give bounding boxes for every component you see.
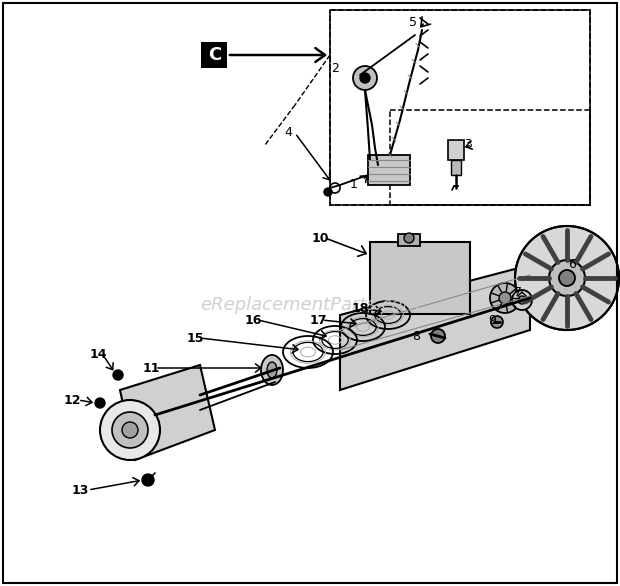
Circle shape	[490, 283, 520, 313]
Circle shape	[353, 66, 377, 90]
Bar	[330, 10, 590, 205]
Circle shape	[499, 292, 511, 304]
Circle shape	[549, 260, 585, 296]
Bar	[448, 140, 464, 160]
Text: 3: 3	[464, 138, 472, 152]
Text: 13: 13	[71, 483, 89, 496]
Polygon shape	[340, 265, 530, 390]
Bar	[368, 155, 410, 185]
Text: 8: 8	[412, 331, 420, 343]
Text: 6: 6	[568, 258, 576, 271]
Text: 12: 12	[63, 394, 81, 407]
Circle shape	[512, 290, 532, 310]
Circle shape	[95, 398, 105, 408]
Bar	[451, 160, 461, 175]
Text: 9: 9	[488, 314, 496, 326]
Bar	[370, 242, 470, 314]
Bar	[330, 10, 590, 205]
Circle shape	[515, 226, 619, 330]
Text: 1: 1	[350, 179, 358, 192]
Circle shape	[324, 188, 332, 196]
Circle shape	[491, 316, 503, 328]
Text: 14: 14	[89, 347, 107, 360]
Circle shape	[518, 296, 526, 304]
Text: 11: 11	[142, 362, 160, 374]
Circle shape	[559, 270, 575, 286]
Text: 17: 17	[309, 314, 327, 326]
Bar	[390, 110, 590, 205]
Text: 4: 4	[284, 127, 292, 139]
Circle shape	[142, 474, 154, 486]
Text: 15: 15	[186, 332, 204, 345]
Text: 2: 2	[331, 62, 339, 74]
Bar	[201, 42, 227, 68]
Text: 18: 18	[352, 302, 369, 315]
Circle shape	[431, 329, 445, 343]
Text: 7: 7	[514, 287, 522, 299]
Circle shape	[113, 370, 123, 380]
Circle shape	[112, 412, 148, 448]
Bar	[398, 234, 420, 246]
Circle shape	[100, 400, 160, 460]
Text: 16: 16	[244, 314, 262, 326]
Ellipse shape	[261, 355, 283, 385]
Polygon shape	[120, 365, 215, 460]
Circle shape	[360, 73, 370, 83]
Text: C: C	[208, 46, 221, 64]
Ellipse shape	[267, 362, 277, 378]
Text: eReplacementParts.com: eReplacementParts.com	[200, 296, 420, 314]
Text: 10: 10	[311, 231, 329, 244]
Text: 5: 5	[409, 15, 417, 29]
Circle shape	[404, 233, 414, 243]
Circle shape	[122, 422, 138, 438]
